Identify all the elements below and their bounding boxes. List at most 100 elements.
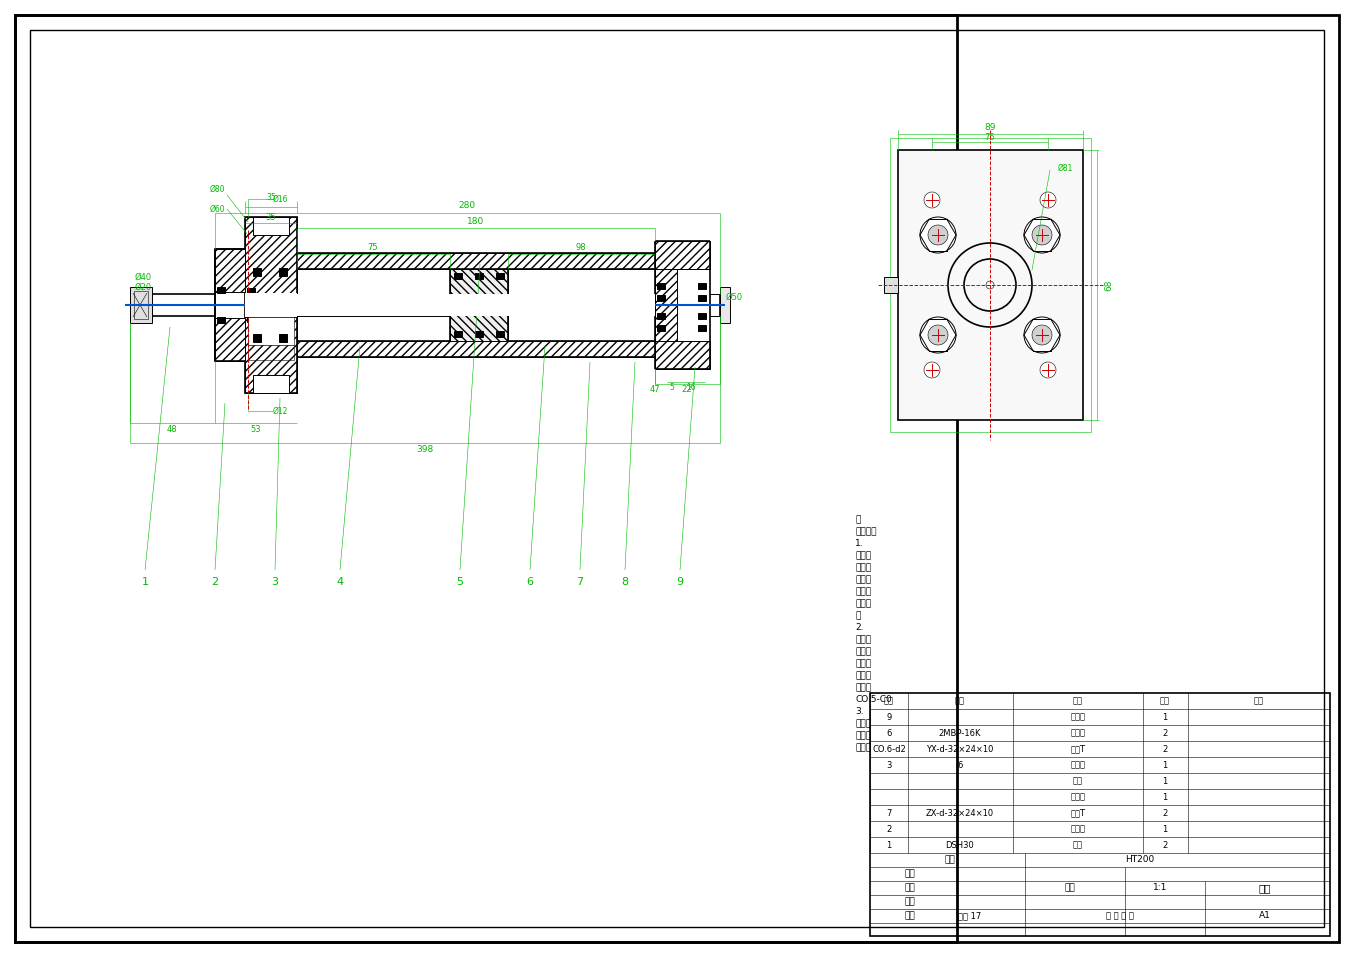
Text: 后端盖: 后端盖	[1071, 713, 1086, 722]
Bar	[890, 138, 1091, 432]
Text: 1: 1	[1162, 761, 1167, 769]
Bar	[475, 273, 483, 279]
Text: 缓冲调: 缓冲调	[1071, 728, 1086, 738]
Text: 398: 398	[417, 444, 433, 454]
Circle shape	[927, 225, 948, 245]
Circle shape	[923, 362, 940, 378]
Text: 5: 5	[456, 577, 463, 587]
Text: 名称: 名称	[1072, 697, 1083, 705]
Text: 1: 1	[1162, 776, 1167, 786]
Text: 9: 9	[887, 713, 892, 722]
Text: 每个槽: 每个槽	[854, 564, 871, 572]
Bar	[297, 341, 655, 357]
Bar	[655, 269, 677, 341]
Text: 前端盖: 前端盖	[1071, 761, 1086, 769]
Text: 2: 2	[211, 577, 218, 587]
Circle shape	[1040, 192, 1056, 208]
Text: HT200: HT200	[1125, 856, 1155, 864]
Text: 98: 98	[575, 243, 586, 253]
Bar	[215, 249, 245, 361]
Text: 圆都必: 圆都必	[854, 575, 871, 585]
Bar	[253, 217, 288, 235]
Text: 1: 1	[1162, 792, 1167, 802]
Text: 75: 75	[984, 133, 995, 143]
Bar	[297, 253, 655, 269]
Text: YX-d-32×24×10: YX-d-32×24×10	[926, 745, 994, 753]
Bar	[245, 217, 297, 393]
Text: 75: 75	[368, 243, 378, 253]
Text: 学号 17: 学号 17	[959, 911, 982, 921]
Text: 35: 35	[267, 192, 276, 202]
Bar	[657, 283, 665, 289]
Text: 密封T: 密封T	[1071, 745, 1086, 753]
Bar	[279, 334, 287, 342]
Text: 1.: 1.	[854, 540, 864, 548]
Text: Ø60: Ø60	[209, 205, 225, 213]
Text: 圈: 圈	[854, 612, 860, 620]
Text: 2: 2	[887, 825, 892, 834]
Text: 3: 3	[887, 761, 892, 769]
Bar	[215, 318, 245, 361]
Circle shape	[1024, 317, 1060, 353]
Bar	[496, 273, 504, 279]
Bar	[657, 295, 665, 301]
Text: 1: 1	[142, 577, 149, 587]
Bar	[245, 293, 297, 317]
Bar	[246, 316, 255, 322]
Bar	[699, 313, 705, 319]
Text: 1: 1	[1162, 713, 1167, 722]
Bar	[215, 249, 245, 292]
Text: 47: 47	[650, 386, 661, 394]
Text: 2: 2	[1162, 809, 1167, 817]
Bar	[217, 287, 225, 293]
Text: 5: 5	[670, 384, 674, 392]
Text: 6: 6	[887, 728, 892, 738]
Text: Ø80: Ø80	[210, 185, 225, 193]
Text: 共 张 第 张: 共 张 第 张	[1106, 911, 1133, 921]
Text: 活塞杆: 活塞杆	[1071, 792, 1086, 802]
Text: 术要求：: 术要求：	[854, 527, 876, 537]
Text: 6: 6	[957, 761, 963, 769]
Bar	[475, 331, 483, 337]
Bar	[898, 150, 1083, 420]
Bar	[657, 325, 665, 331]
Bar	[454, 273, 462, 279]
Circle shape	[1032, 325, 1052, 345]
Text: 须要添: 须要添	[854, 588, 871, 596]
Bar	[297, 294, 655, 316]
Text: 35: 35	[265, 212, 276, 221]
Text: 2: 2	[1162, 728, 1167, 738]
Text: 48: 48	[167, 425, 177, 434]
Text: 比例: 比例	[1064, 883, 1075, 893]
Text: 1: 1	[887, 840, 892, 850]
Text: 2MBP-16K: 2MBP-16K	[938, 728, 982, 738]
Bar	[15, 15, 957, 942]
Bar	[248, 345, 294, 360]
Text: 序号: 序号	[884, 697, 894, 705]
Text: 7: 7	[887, 809, 892, 817]
Bar	[248, 317, 294, 345]
Text: 9: 9	[677, 577, 684, 587]
Bar	[699, 295, 705, 301]
Bar	[450, 269, 508, 341]
Text: 审核: 审核	[904, 898, 915, 906]
Text: 7: 7	[577, 577, 584, 587]
Circle shape	[1024, 217, 1060, 253]
Text: 校核: 校核	[904, 883, 915, 893]
Text: 缸管: 缸管	[1072, 776, 1083, 786]
Bar	[699, 283, 705, 289]
Text: 1: 1	[1162, 825, 1167, 834]
Text: CO.5-C0: CO.5-C0	[854, 696, 892, 704]
Bar	[279, 268, 287, 276]
Circle shape	[919, 317, 956, 353]
Bar	[130, 287, 152, 323]
Text: DSH30: DSH30	[945, 840, 975, 850]
Bar	[477, 301, 482, 309]
Circle shape	[1032, 225, 1052, 245]
Circle shape	[919, 217, 956, 253]
Bar	[245, 217, 297, 393]
Text: 数量: 数量	[1160, 697, 1170, 705]
Text: 1:1: 1:1	[1152, 883, 1167, 893]
Text: Ø20: Ø20	[135, 282, 152, 292]
Text: 设计: 设计	[904, 870, 915, 879]
